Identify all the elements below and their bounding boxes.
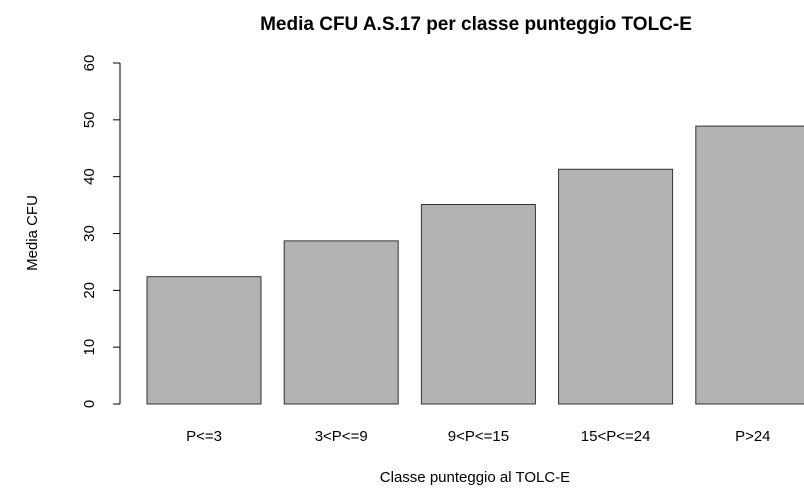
y-tick-label: 50 [81, 111, 98, 128]
x-tick-label: 3<P<=9 [315, 428, 368, 445]
x-tick-label: 15<P<=24 [581, 428, 651, 445]
y-tick-label: 30 [81, 225, 98, 242]
x-axis-label: Classe punteggio al TOLC-E [380, 469, 570, 486]
bar [558, 168, 674, 405]
y-tick-label: 60 [81, 55, 98, 72]
y-tick-label: 0 [81, 400, 98, 408]
y-tick-label: 20 [81, 282, 98, 299]
bar [283, 240, 399, 405]
bar [146, 276, 262, 405]
bar [420, 204, 536, 405]
x-tick-label: P<=3 [186, 428, 222, 445]
y-axis-label: Media CFU [24, 195, 41, 271]
y-tick-label: 40 [81, 168, 98, 185]
bar [695, 125, 804, 405]
x-tick-label: P>24 [735, 428, 770, 445]
x-tick-label: 9<P<=15 [448, 428, 509, 445]
y-tick-label: 10 [81, 339, 98, 356]
chart-title: Media CFU A.S.17 per classe punteggio TO… [260, 14, 692, 35]
